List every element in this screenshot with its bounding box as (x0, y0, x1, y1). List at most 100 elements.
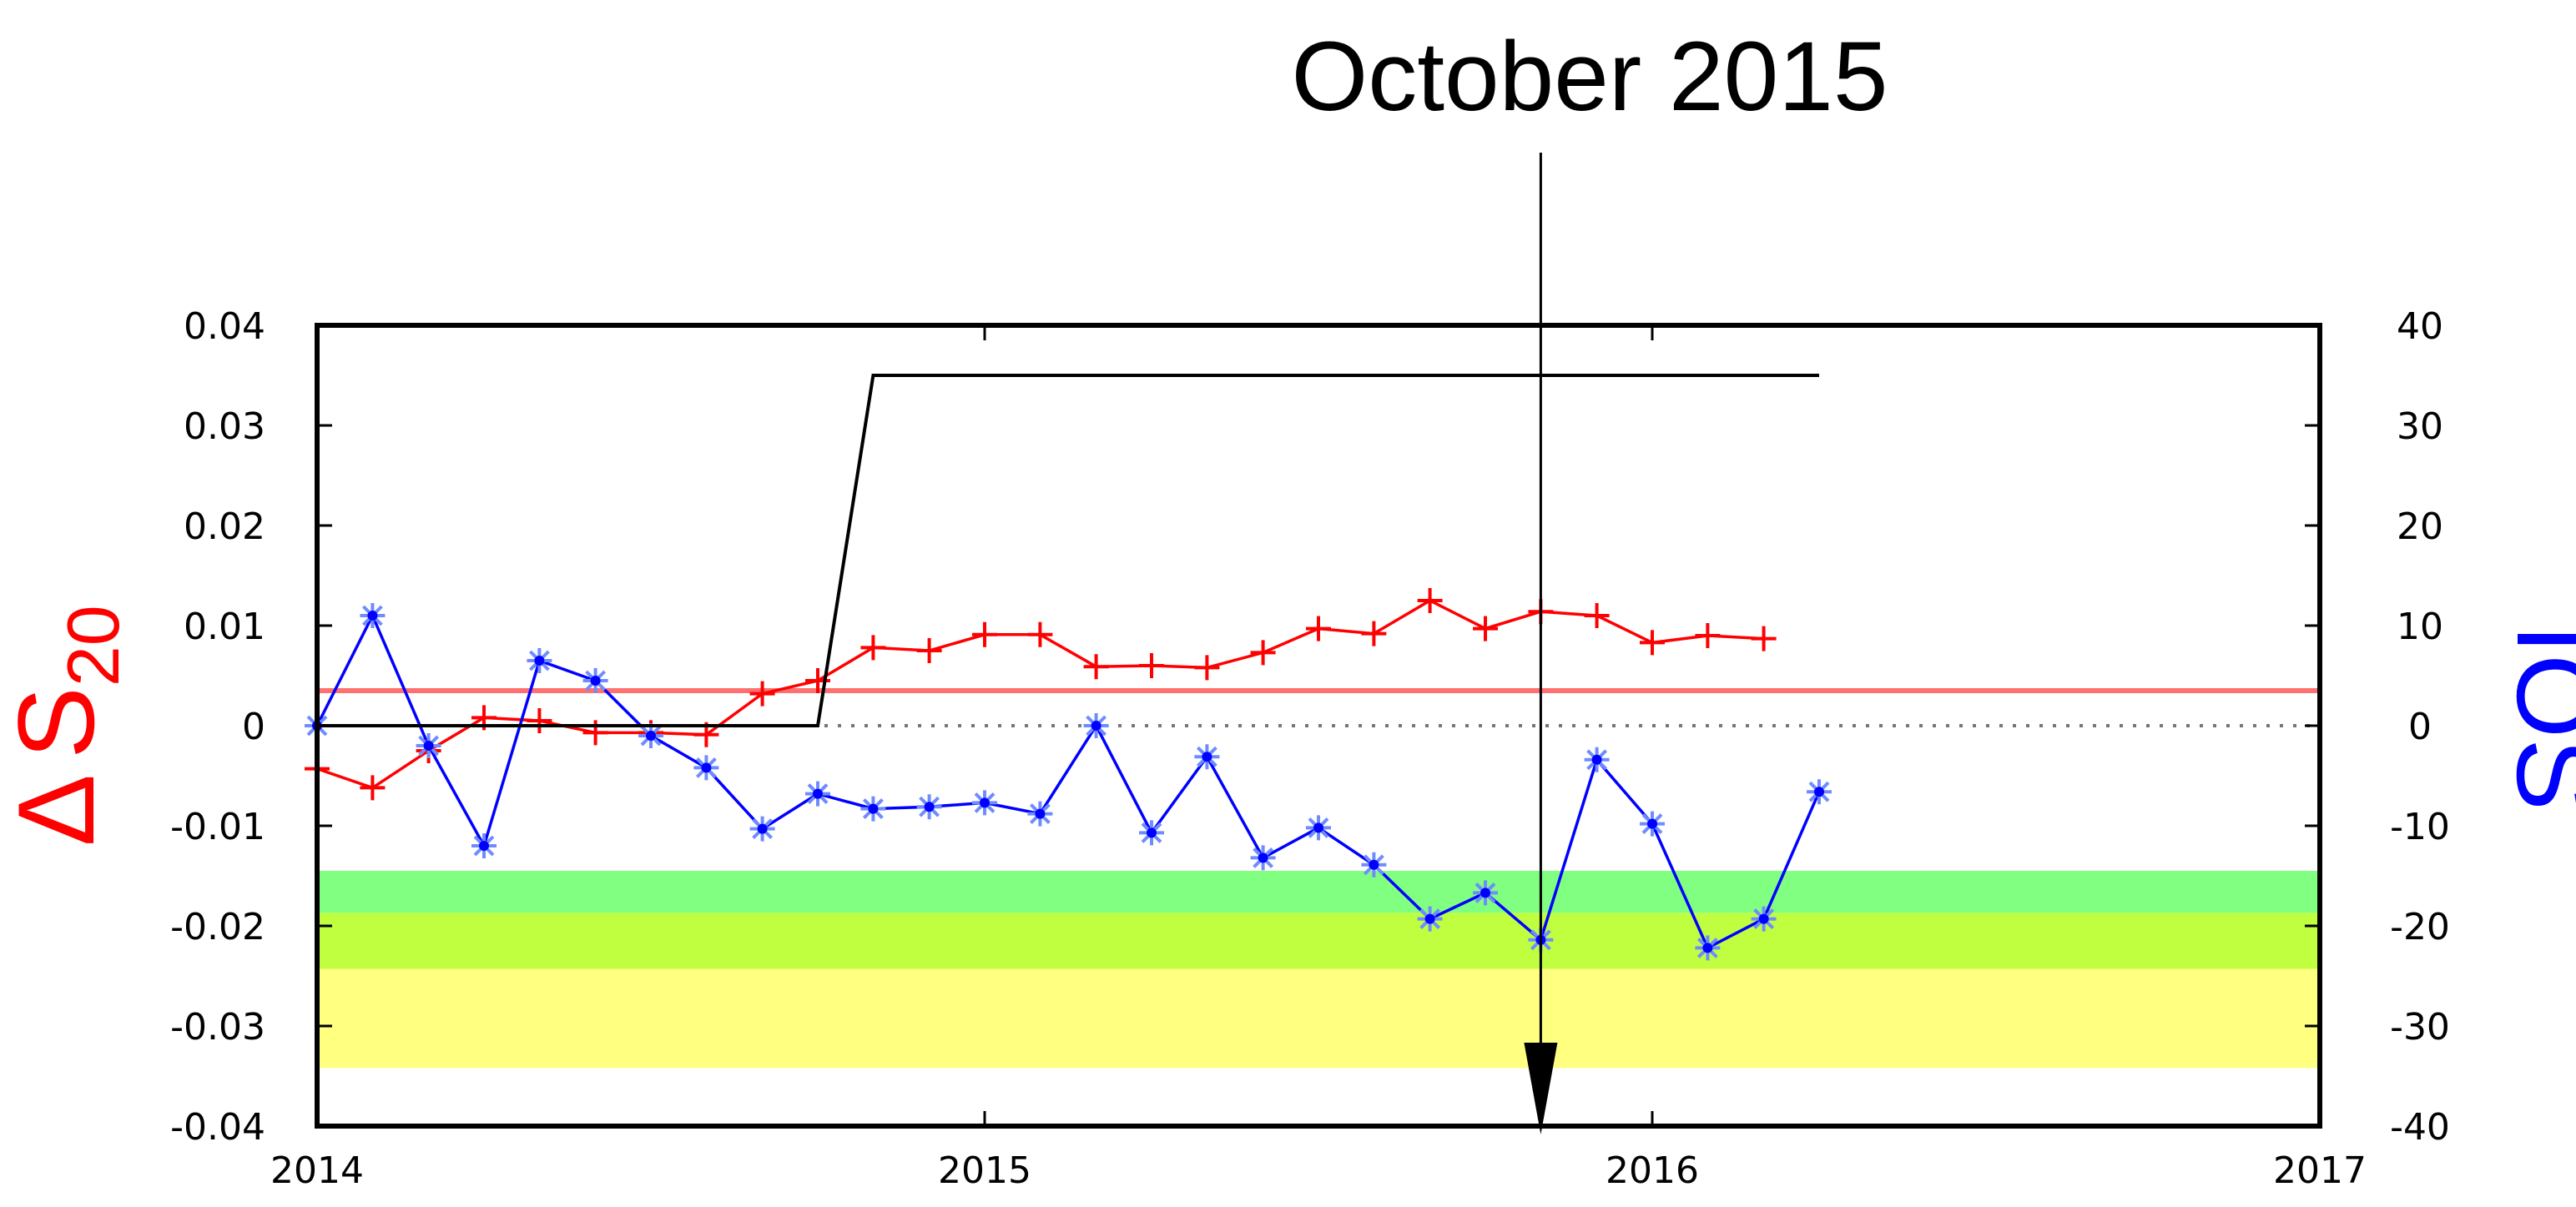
series-1-point (1250, 845, 1276, 871)
plus-marker (1640, 630, 1665, 656)
threshold-bands (317, 871, 2320, 1069)
series-0-point (1473, 616, 1498, 641)
y-tick-label-left: 0.04 (184, 305, 265, 348)
plus-marker (1695, 623, 1721, 648)
series-1-point (749, 816, 775, 842)
star-marker-core (924, 802, 935, 812)
series-1-point (1584, 747, 1610, 772)
star-marker-core (1258, 852, 1268, 863)
series-1-point (805, 781, 830, 807)
star-marker-core (534, 656, 545, 666)
series-0-point (1083, 654, 1109, 680)
y-axis-left-label-main: S (0, 686, 117, 759)
y-tick-label-left: -0.04 (170, 1106, 265, 1149)
plus-marker (1751, 626, 1777, 651)
y-tick-label-right: -10 (2390, 806, 2450, 848)
series-1-point (471, 833, 497, 858)
series-1-point (1473, 880, 1498, 906)
series-0-point (1027, 621, 1053, 647)
annotation-arrowhead (1524, 1043, 1558, 1134)
y-axis-left: 0.04 0.03 0.02 0.01 0 -0.01 -0.02 -0.03 -0.04 (170, 305, 332, 1149)
plus-marker (972, 621, 997, 647)
series-1-point (916, 794, 942, 820)
series-1-point (1695, 935, 1721, 961)
series-1-point (1361, 852, 1387, 878)
series-1-point (1417, 906, 1443, 932)
series-0-point (1751, 626, 1777, 651)
y-tick-label-left: 0.03 (184, 405, 265, 448)
star-marker-core (1147, 827, 1157, 838)
star-marker-core (980, 797, 990, 808)
plus-marker (860, 635, 886, 661)
series-0-point (1250, 640, 1276, 666)
series-0-point (1640, 630, 1665, 656)
series-1-point (1083, 713, 1109, 738)
star-marker-core (868, 803, 879, 814)
plus-marker (1139, 653, 1164, 678)
series-0-point (582, 720, 608, 746)
y-tick-label-right: 20 (2397, 505, 2443, 548)
series-1-point (1306, 815, 1331, 841)
series-1-line (315, 611, 1821, 950)
y-tick-label-right: 0 (2408, 706, 2432, 748)
y-axis-left-label-sub: 20 (52, 605, 134, 686)
y-axis-left-label: ΔS20 (0, 605, 134, 846)
series-0-point (527, 708, 552, 733)
star-marker-core (701, 762, 712, 773)
y-tick-label-left: 0.01 (184, 606, 265, 648)
series-1-point (1751, 906, 1777, 932)
plus-marker (1194, 655, 1220, 681)
star-marker-core (479, 841, 489, 851)
star-marker-core (1758, 913, 1769, 924)
series-0-point (1306, 616, 1331, 641)
band-1 (317, 913, 2320, 969)
series-0-point (1584, 603, 1610, 628)
series-1-point (416, 733, 441, 758)
y-tick-label-right: 40 (2397, 305, 2443, 348)
plus-marker (1250, 640, 1276, 666)
series-1-point (860, 796, 886, 822)
y-tick-label-right: -30 (2390, 1006, 2450, 1049)
star-marker-core (590, 676, 601, 686)
series-1-point (972, 790, 997, 816)
series-0-point (1417, 588, 1443, 613)
star-marker-core (1591, 754, 1602, 765)
series-0-point (1361, 621, 1387, 646)
star-marker-core (367, 611, 378, 621)
series-1-point (638, 723, 663, 748)
star-marker-core (1647, 818, 1657, 829)
star-marker-core (1702, 943, 1713, 953)
plus-marker (1306, 616, 1331, 641)
plus-marker (1361, 621, 1387, 646)
star-marker-core (1091, 721, 1101, 731)
series-1-point (527, 648, 552, 673)
series-1-point (360, 603, 386, 628)
plus-marker (1417, 588, 1443, 613)
star-marker-core (1313, 822, 1323, 833)
y-tick-label-right: -20 (2390, 906, 2450, 948)
series-0-point (860, 635, 886, 661)
series-1-point (1807, 779, 1832, 805)
star-marker-core (1202, 752, 1212, 762)
series-0-point (972, 621, 997, 647)
y-tick-label-left: 0.02 (184, 505, 265, 548)
band-0 (317, 871, 2320, 913)
series-2-line (317, 374, 1819, 727)
y-tick-label-left: -0.01 (170, 806, 265, 848)
y-axis-right: 40 30 20 10 0 -10 -20 -30 -40 (2305, 305, 2450, 1149)
plus-marker (1083, 654, 1109, 680)
star-marker-core (813, 788, 823, 799)
plus-marker (360, 775, 386, 801)
y-axis-right-label: IOS (2494, 624, 2576, 811)
x-tick-label: 2017 (2273, 1149, 2367, 1192)
star-marker-core (1480, 888, 1490, 898)
plus-marker (527, 708, 552, 733)
star-marker-core (1369, 859, 1379, 870)
series-0-point (749, 681, 775, 707)
series-1-point (1640, 811, 1665, 837)
y-tick-label-left: 0 (242, 706, 265, 748)
y-axis-left-label-prefix: Δ (0, 774, 117, 847)
annotation: October 2015 (1291, 22, 1888, 1134)
series-1-point (1194, 744, 1220, 770)
series-layer (305, 374, 1832, 961)
